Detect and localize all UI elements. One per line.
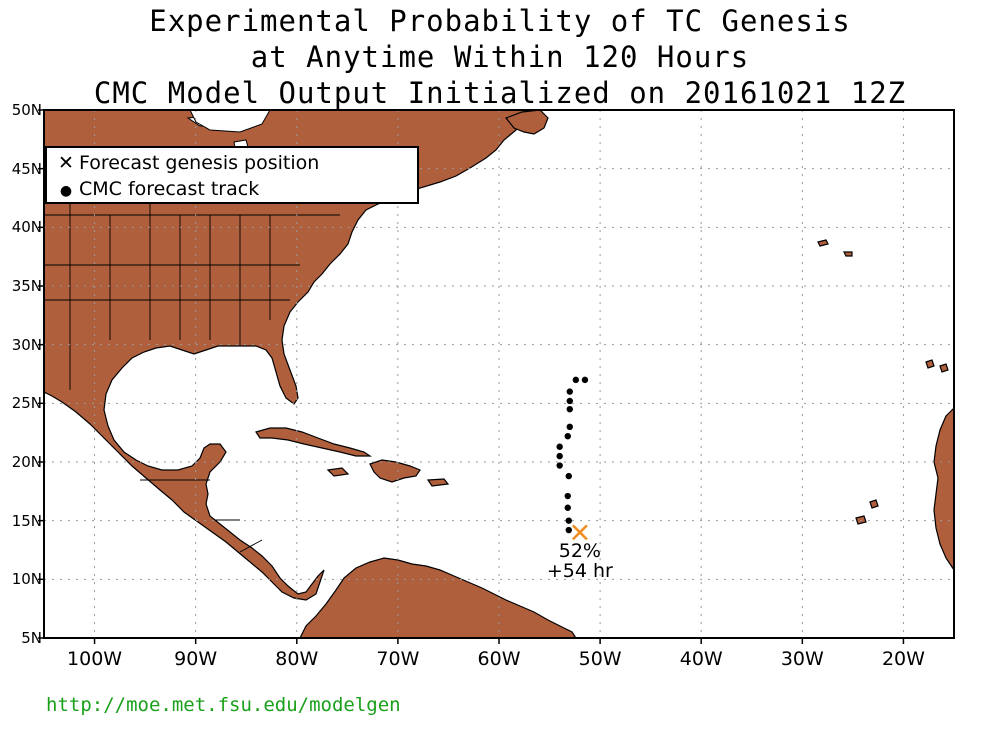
lon-label: 20W <box>881 648 925 670</box>
land-newfoundland <box>505 109 549 135</box>
forecast-track <box>556 376 589 534</box>
track-point <box>566 406 573 413</box>
land-cape-verde <box>855 515 867 525</box>
legend-item-genesis: ✕ Forecast genesis position <box>53 152 319 178</box>
lon-label: 70W <box>376 648 420 670</box>
land-cape-verde-2 <box>869 499 879 509</box>
lat-label: 5N <box>21 629 42 647</box>
title-line-1: Experimental Probability of TC Genesis <box>149 4 851 38</box>
lat-label: 15N <box>11 511 42 530</box>
land-hispaniola <box>369 459 421 483</box>
land-puerto-rico <box>426 478 450 487</box>
track-point <box>564 432 571 440</box>
track-point <box>572 376 580 384</box>
genesis-x-stroke <box>572 524 588 541</box>
track-point <box>566 423 573 430</box>
legend-item-track: ● CMC forecast track <box>53 178 259 204</box>
source-url[interactable]: http://moe.met.fsu.edu/modelgen <box>46 694 401 716</box>
land-south-america <box>299 557 578 639</box>
lon-label: 80W <box>275 648 319 670</box>
axis-ticks <box>38 109 905 644</box>
track-point <box>564 504 571 511</box>
lon-label: 40W <box>679 648 723 670</box>
genesis-probability: 52% <box>558 540 601 563</box>
track-point <box>566 397 573 405</box>
lat-label: 25N <box>11 394 42 413</box>
land-africa <box>933 406 955 572</box>
track-point <box>565 517 572 524</box>
genesis-marker <box>572 524 588 541</box>
legend: ✕ Forecast genesis position ● CMC forecast… <box>45 146 419 204</box>
lon-label: 100W <box>67 648 123 670</box>
lon-label: 50W <box>578 648 622 670</box>
track-point <box>564 492 571 500</box>
lat-label: 10N <box>11 570 42 589</box>
track-point <box>556 443 563 450</box>
lat-label: 50N <box>11 101 42 119</box>
land-jamaica <box>326 467 350 477</box>
land-azores-2 <box>843 251 853 257</box>
x-mark-icon: ✕ <box>58 152 74 174</box>
track-point <box>565 472 572 480</box>
track-point <box>565 526 572 534</box>
genesis-lead-time: +54 hr <box>546 560 613 583</box>
lat-label: 30N <box>11 335 42 354</box>
track-point <box>581 376 589 384</box>
title-line-3: CMC Model Output Initialized on 20161021… <box>93 76 907 110</box>
dot-icon: ● <box>59 183 73 199</box>
lon-label: 90W <box>174 648 218 670</box>
title-line-2: at Anytime Within 120 Hours <box>250 40 750 74</box>
land-north-america <box>43 109 541 601</box>
lon-label: 30W <box>780 648 824 670</box>
land-areas <box>43 109 955 639</box>
lat-label: 45N <box>11 159 42 178</box>
lon-label: 60W <box>477 648 521 670</box>
track-point <box>556 462 563 469</box>
land-canary <box>925 359 935 369</box>
land-azores <box>817 239 829 247</box>
track-point <box>556 452 563 460</box>
lat-label: 20N <box>11 453 42 471</box>
lat-label: 35N <box>11 277 42 295</box>
legend-genesis-label: Forecast genesis position <box>79 152 320 174</box>
land-canary-2 <box>939 363 949 373</box>
lat-label: 40N <box>11 218 42 237</box>
track-point <box>566 388 573 395</box>
legend-track-label: CMC forecast track <box>79 178 260 200</box>
